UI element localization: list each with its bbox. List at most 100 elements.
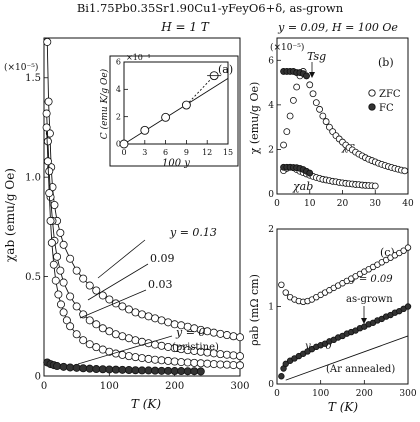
c-series-0-point: [278, 281, 285, 288]
main-series-2-point: [222, 360, 231, 369]
label-y009: 0.09: [150, 252, 175, 265]
main-series-2-point: [131, 353, 140, 362]
main-series-0-point: [137, 310, 146, 319]
inset-panel: (a) ×10⁻⁴ 100 y C (emu K/g Oe) 0 3 6 9 12 15 0…: [99, 53, 239, 169]
b-series-0-point: [286, 112, 294, 120]
main-series-0-point: [216, 329, 225, 338]
b-ytick-label: 6: [268, 56, 274, 66]
b-series-0-point: [293, 83, 301, 91]
legend-fc-marker: [368, 103, 376, 111]
b-series-3-point: [306, 169, 314, 177]
main-xlabel: T (K): [131, 397, 161, 411]
main-series-0-point: [131, 308, 140, 317]
main-series-1-point: [235, 352, 244, 361]
main-series-2-point: [43, 157, 52, 166]
main-ytick-label: 1.5: [25, 73, 41, 84]
main-series-2-point: [164, 356, 173, 365]
main-series-0-point: [66, 254, 75, 263]
main-series-3-point: [124, 366, 133, 375]
c-xtick-label: 0: [274, 389, 280, 399]
b-series-1-point: [303, 72, 310, 80]
tsg-annotation: Tsg: [307, 50, 326, 63]
main-panel: H = 1 T (×10⁻⁵) T (K) χab (emu/g Oe) 0 10…: [3, 20, 250, 411]
main-series-1-point: [222, 350, 231, 359]
main-series-0-point: [92, 286, 101, 295]
main-series-1-point: [157, 341, 166, 350]
b-xtick-label: 10: [304, 199, 316, 209]
inset-frame: [109, 55, 239, 167]
main-series-2-point: [46, 216, 55, 225]
main-series-2-point: [66, 322, 75, 331]
panel-c-ylabel: ρab (mΩ cm): [248, 274, 261, 346]
label-as-grown: as-grown: [346, 294, 393, 305]
inset-dashed-line: [186, 75, 215, 106]
inset-ytick-label: 4: [116, 85, 121, 94]
main-series-3-point: [190, 367, 199, 376]
main-series-0-point: [118, 302, 127, 311]
b-series-0-point: [401, 167, 409, 175]
main-series-0-point: [222, 331, 231, 340]
panel-b-multiplier: (×10⁻⁵): [270, 42, 304, 53]
main-series-2-point: [157, 356, 166, 365]
main-series-2-point: [144, 354, 153, 363]
main-series-1-point: [111, 330, 120, 339]
main-ytick-label: 1.0: [25, 173, 41, 184]
main-series-2-point: [229, 361, 238, 370]
b-series-0-point: [316, 105, 323, 113]
main-series-2-point: [49, 260, 58, 269]
main-xtick-label: 100: [100, 381, 119, 392]
main-series-2-point: [72, 330, 81, 339]
b-ytick-label: 0: [268, 190, 274, 200]
main-series-3-point: [170, 367, 179, 376]
leader-y0: [77, 335, 173, 365]
main-series-0-point: [235, 333, 244, 342]
b-ytick-label: 2: [268, 145, 274, 155]
main-xtick-label: 200: [165, 381, 184, 392]
c-xtick-label: 100: [312, 389, 329, 399]
main-series-2-point: [42, 123, 51, 132]
main-series-1-point: [229, 351, 238, 360]
c-series-2-line: [285, 335, 409, 381]
inset-point: [119, 139, 129, 149]
main-series-3-point: [111, 365, 120, 374]
b-xtick-label: 20: [337, 199, 349, 209]
b-series-0-point: [280, 141, 287, 149]
c-ytick-label: 1: [268, 303, 274, 313]
b-series-0-point: [322, 118, 330, 125]
main-series-1-point: [45, 167, 54, 176]
main-series-2-point: [235, 361, 244, 370]
main-series-2-point: [85, 340, 94, 349]
main-series-3-point: [131, 366, 140, 375]
inset-xtick-label: 9: [184, 148, 189, 157]
main-series-0-point: [43, 37, 52, 46]
c-ytick-label: 0: [268, 380, 274, 390]
main-series-0-point: [98, 291, 107, 300]
legend-zfc-marker: [368, 89, 376, 97]
b-series-0-point: [319, 112, 327, 120]
b-series-0-point: [325, 123, 333, 131]
inset-xtick-label: 3: [142, 148, 147, 157]
main-series-0-point: [209, 328, 218, 337]
main-series-0-point: [151, 314, 160, 323]
c-series-1-point: [282, 360, 289, 368]
main-series-0-line: [46, 41, 241, 338]
main-series-3-point: [118, 365, 127, 374]
legend-fc-label: FC: [379, 103, 394, 114]
c-xtick-label: 300: [399, 389, 416, 399]
c-series-1-point: [404, 303, 412, 310]
main-series-3-point: [144, 366, 153, 375]
leader-y009: [87, 263, 149, 301]
main-series-2-point: [203, 359, 212, 368]
panel-c-xlabel: T (K): [328, 400, 358, 414]
panel-b: y = 0.09, H = 100 Oe (b) (×10⁻⁵) χ (emu/…: [248, 21, 414, 209]
main-series-2-point: [216, 360, 225, 369]
b-series-2-point: [371, 182, 379, 190]
main-series-2-point: [118, 350, 127, 359]
leader-y013: [97, 239, 146, 279]
main-series-3-point: [164, 366, 173, 375]
inset-xtick-label: 15: [223, 148, 233, 157]
b-xtick-label: 0: [274, 199, 280, 209]
main-series-3-point: [196, 367, 205, 376]
main-series-0-point: [85, 281, 94, 290]
main-header: H = 1 T: [160, 20, 210, 34]
